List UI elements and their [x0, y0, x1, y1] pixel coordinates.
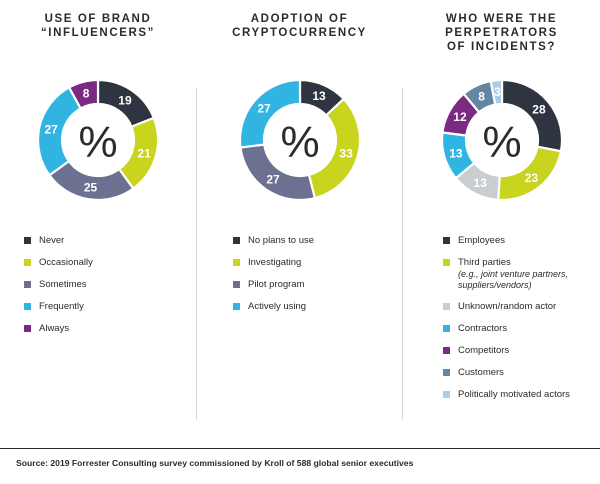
legend-item: Actively using	[233, 301, 394, 313]
slice-value-label: 13	[449, 146, 463, 160]
legend-label: Investigating	[248, 257, 302, 268]
slice-value-label: 8	[478, 90, 485, 104]
legend-label: Never	[39, 235, 65, 246]
panel-brand-influencers: USE OF BRAND “INFLUENCERS” 19 21 25 27 8% Nev…	[0, 0, 196, 440]
legend-swatch	[24, 325, 31, 332]
chart-title-line: ADOPTION OF	[250, 13, 349, 25]
chart-title-line: USE OF BRAND	[44, 13, 152, 25]
legend-label: Unknown/random actor	[458, 301, 557, 312]
legend-label: Politically motivated actors	[458, 389, 570, 400]
legend-item: No plans to use	[233, 235, 394, 247]
legend-label: Third parties	[458, 257, 511, 268]
legend-swatch	[233, 259, 240, 266]
slice-value-label: 33	[339, 146, 353, 160]
donut-chart: 28 23 13 13 12 8 3%	[440, 78, 563, 202]
slice-value-label: 23	[524, 171, 538, 185]
percent-symbol: %	[78, 118, 117, 167]
legend-item: Employees	[443, 235, 592, 247]
chart-legend: Employees Third parties (e.g., joint ventu…	[443, 235, 592, 411]
legend-label: Frequently	[39, 301, 84, 312]
legend-label: Always	[39, 323, 70, 334]
legend-label: Sometimes	[39, 279, 87, 290]
donut-slice-always	[67, 78, 100, 110]
legend-swatch	[443, 391, 450, 398]
panel-cryptocurrency: ADOPTION OF CRYPTOCURRENCY 13 33 27 27% No p…	[197, 0, 402, 440]
legend-swatch	[24, 281, 31, 288]
legend-swatch	[24, 259, 31, 266]
legend-label: Occasionally	[39, 257, 93, 268]
slice-value-label: 12	[453, 110, 467, 124]
legend-swatch	[443, 237, 450, 244]
legend-swatch	[233, 281, 240, 288]
slice-value-label: 13	[473, 176, 487, 190]
chart-title: USE OF BRAND “INFLUENCERS”	[0, 12, 196, 40]
legend-swatch	[443, 369, 450, 376]
legend-item: Politically motivated actors	[443, 389, 592, 401]
chart-legend: No plans to use Investigating Pilot progra…	[233, 235, 394, 323]
chart-legend: Never Occasionally Sometimes Frequently Alwa…	[24, 235, 188, 345]
legend-label: Pilot program	[248, 279, 305, 290]
slice-value-label: 8	[83, 87, 90, 101]
legend-item: Contractors	[443, 323, 592, 335]
legend-item: Customers	[443, 367, 592, 379]
chart-title-line: OF INCIDENTS?	[447, 41, 556, 53]
chart-title-line: WHO WERE THE	[445, 13, 558, 25]
slice-value-label: 19	[118, 93, 132, 107]
legend-item: Third parties (e.g., joint venture partne…	[443, 257, 592, 291]
legend-swatch	[24, 303, 31, 310]
panel-perpetrators: WHO WERE THE PERPETRATORS OF INCIDENTS? 28…	[403, 0, 600, 440]
source-note: Source: 2019 Forrester Consulting survey…	[16, 458, 414, 468]
legend-note: (e.g., joint venture partners, suppliers…	[458, 269, 569, 290]
legend-label: Customers	[458, 367, 504, 378]
donut-slice-politically-motivated-actors	[488, 78, 503, 106]
chart-title: ADOPTION OF CRYPTOCURRENCY	[197, 12, 402, 40]
donut-chart: 13 33 27 27%	[238, 78, 361, 202]
legend-label: Actively using	[248, 301, 307, 312]
chart-title: WHO WERE THE PERPETRATORS OF INCIDENTS?	[403, 12, 600, 54]
slice-value-label: 28	[532, 102, 546, 116]
legend-item: Frequently	[24, 301, 188, 313]
slice-value-label: 27	[44, 123, 58, 137]
legend-item: Never	[24, 235, 188, 247]
chart-title-line: CRYPTOCURRENCY	[232, 27, 367, 39]
legend-item: Unknown/random actor	[443, 301, 592, 313]
legend-item: Sometimes	[24, 279, 188, 291]
donut-chart: 19 21 25 27 8%	[36, 78, 160, 202]
legend-item: Always	[24, 323, 188, 335]
legend-swatch	[233, 303, 240, 310]
slice-value-label: 27	[257, 101, 271, 115]
chart-title-line: “INFLUENCERS”	[40, 27, 156, 39]
legend-swatch	[443, 347, 450, 354]
legend-label: Employees	[458, 235, 505, 246]
legend-swatch	[443, 259, 450, 266]
chart-title-line: PERPETRATORS	[445, 27, 558, 39]
slice-value-label: 25	[84, 180, 98, 194]
legend-item: Pilot program	[233, 279, 394, 291]
slice-value-label: 3	[494, 85, 501, 99]
legend-swatch	[24, 237, 31, 244]
legend-item: Investigating	[233, 257, 394, 269]
percent-symbol: %	[280, 118, 319, 167]
legend-swatch	[443, 303, 450, 310]
column-divider	[402, 88, 403, 420]
legend-item: Occasionally	[24, 257, 188, 269]
legend-label: No plans to use	[248, 235, 315, 246]
legend-label: Contractors	[458, 323, 508, 334]
slice-value-label: 21	[137, 146, 151, 160]
slice-value-label: 27	[266, 173, 280, 187]
legend-swatch	[233, 237, 240, 244]
source-rule	[0, 448, 600, 449]
column-divider	[196, 88, 197, 420]
legend-swatch	[443, 325, 450, 332]
slice-value-label: 13	[312, 89, 326, 103]
legend-item: Competitors	[443, 345, 592, 357]
legend-label: Competitors	[458, 345, 510, 356]
donut-slice-investigating	[307, 97, 361, 200]
percent-symbol: %	[482, 118, 521, 167]
donut-slice-actively-using	[238, 78, 301, 149]
